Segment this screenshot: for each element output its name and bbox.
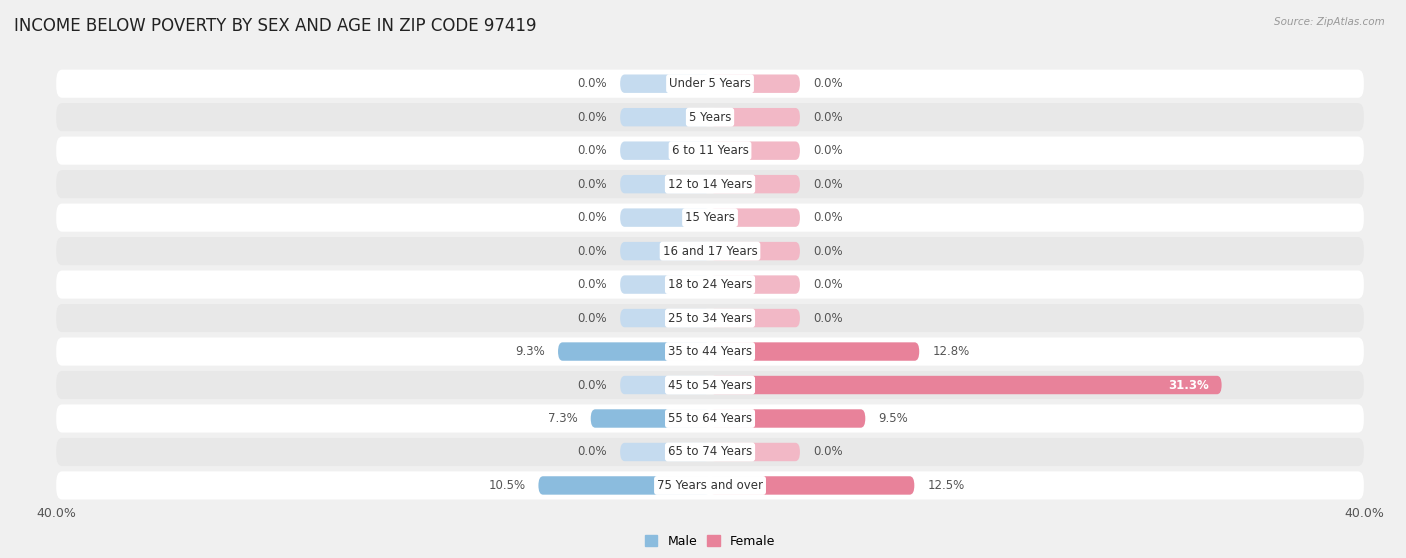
Text: 10.5%: 10.5% xyxy=(488,479,526,492)
Text: 16 and 17 Years: 16 and 17 Years xyxy=(662,244,758,258)
Text: 9.5%: 9.5% xyxy=(879,412,908,425)
FancyBboxPatch shape xyxy=(710,141,800,160)
FancyBboxPatch shape xyxy=(620,209,710,227)
Text: 0.0%: 0.0% xyxy=(813,244,842,258)
FancyBboxPatch shape xyxy=(620,309,710,327)
FancyBboxPatch shape xyxy=(710,209,800,227)
FancyBboxPatch shape xyxy=(56,472,1364,499)
FancyBboxPatch shape xyxy=(56,70,1364,98)
FancyBboxPatch shape xyxy=(710,309,800,327)
Text: 0.0%: 0.0% xyxy=(578,177,607,191)
FancyBboxPatch shape xyxy=(620,141,710,160)
Text: Source: ZipAtlas.com: Source: ZipAtlas.com xyxy=(1274,17,1385,27)
FancyBboxPatch shape xyxy=(56,438,1364,466)
FancyBboxPatch shape xyxy=(538,477,710,495)
FancyBboxPatch shape xyxy=(56,137,1364,165)
FancyBboxPatch shape xyxy=(710,376,1222,395)
Text: 0.0%: 0.0% xyxy=(578,110,607,124)
FancyBboxPatch shape xyxy=(620,242,710,260)
FancyBboxPatch shape xyxy=(56,103,1364,131)
FancyBboxPatch shape xyxy=(56,338,1364,365)
Text: 9.3%: 9.3% xyxy=(515,345,546,358)
FancyBboxPatch shape xyxy=(710,108,800,127)
Text: 0.0%: 0.0% xyxy=(813,110,842,124)
FancyBboxPatch shape xyxy=(710,443,800,461)
FancyBboxPatch shape xyxy=(710,242,800,260)
Text: 0.0%: 0.0% xyxy=(578,211,607,224)
Text: 25 to 34 Years: 25 to 34 Years xyxy=(668,311,752,325)
Text: 15 Years: 15 Years xyxy=(685,211,735,224)
FancyBboxPatch shape xyxy=(710,477,914,495)
Text: 7.3%: 7.3% xyxy=(548,412,578,425)
Text: 0.0%: 0.0% xyxy=(578,144,607,157)
Text: 55 to 64 Years: 55 to 64 Years xyxy=(668,412,752,425)
Text: 0.0%: 0.0% xyxy=(813,445,842,459)
Text: 0.0%: 0.0% xyxy=(813,211,842,224)
Text: 0.0%: 0.0% xyxy=(578,378,607,392)
FancyBboxPatch shape xyxy=(56,371,1364,399)
Text: 18 to 24 Years: 18 to 24 Years xyxy=(668,278,752,291)
FancyBboxPatch shape xyxy=(591,410,710,428)
FancyBboxPatch shape xyxy=(620,175,710,193)
FancyBboxPatch shape xyxy=(56,170,1364,198)
FancyBboxPatch shape xyxy=(620,74,710,93)
Text: 12.5%: 12.5% xyxy=(928,479,965,492)
FancyBboxPatch shape xyxy=(710,343,920,361)
FancyBboxPatch shape xyxy=(710,275,800,294)
Text: 5 Years: 5 Years xyxy=(689,110,731,124)
FancyBboxPatch shape xyxy=(56,271,1364,299)
Text: 12 to 14 Years: 12 to 14 Years xyxy=(668,177,752,191)
Text: 0.0%: 0.0% xyxy=(578,445,607,459)
Text: 12.8%: 12.8% xyxy=(932,345,970,358)
Text: 0.0%: 0.0% xyxy=(578,77,607,90)
FancyBboxPatch shape xyxy=(620,275,710,294)
Text: 0.0%: 0.0% xyxy=(813,311,842,325)
Text: Under 5 Years: Under 5 Years xyxy=(669,77,751,90)
Text: 0.0%: 0.0% xyxy=(578,244,607,258)
FancyBboxPatch shape xyxy=(620,376,710,395)
FancyBboxPatch shape xyxy=(620,443,710,461)
Text: INCOME BELOW POVERTY BY SEX AND AGE IN ZIP CODE 97419: INCOME BELOW POVERTY BY SEX AND AGE IN Z… xyxy=(14,17,537,35)
Text: 0.0%: 0.0% xyxy=(813,278,842,291)
FancyBboxPatch shape xyxy=(620,108,710,127)
Text: 65 to 74 Years: 65 to 74 Years xyxy=(668,445,752,459)
FancyBboxPatch shape xyxy=(56,304,1364,332)
Text: 75 Years and over: 75 Years and over xyxy=(657,479,763,492)
Text: 45 to 54 Years: 45 to 54 Years xyxy=(668,378,752,392)
FancyBboxPatch shape xyxy=(56,204,1364,232)
FancyBboxPatch shape xyxy=(710,74,800,93)
FancyBboxPatch shape xyxy=(558,343,710,361)
Text: 0.0%: 0.0% xyxy=(813,177,842,191)
FancyBboxPatch shape xyxy=(56,237,1364,265)
Text: 35 to 44 Years: 35 to 44 Years xyxy=(668,345,752,358)
Text: 0.0%: 0.0% xyxy=(813,144,842,157)
FancyBboxPatch shape xyxy=(56,405,1364,432)
Text: 0.0%: 0.0% xyxy=(578,278,607,291)
Text: 0.0%: 0.0% xyxy=(578,311,607,325)
FancyBboxPatch shape xyxy=(710,175,800,193)
Text: 0.0%: 0.0% xyxy=(813,77,842,90)
Legend: Male, Female: Male, Female xyxy=(640,530,780,552)
Text: 6 to 11 Years: 6 to 11 Years xyxy=(672,144,748,157)
Text: 31.3%: 31.3% xyxy=(1168,378,1209,392)
FancyBboxPatch shape xyxy=(710,410,865,428)
